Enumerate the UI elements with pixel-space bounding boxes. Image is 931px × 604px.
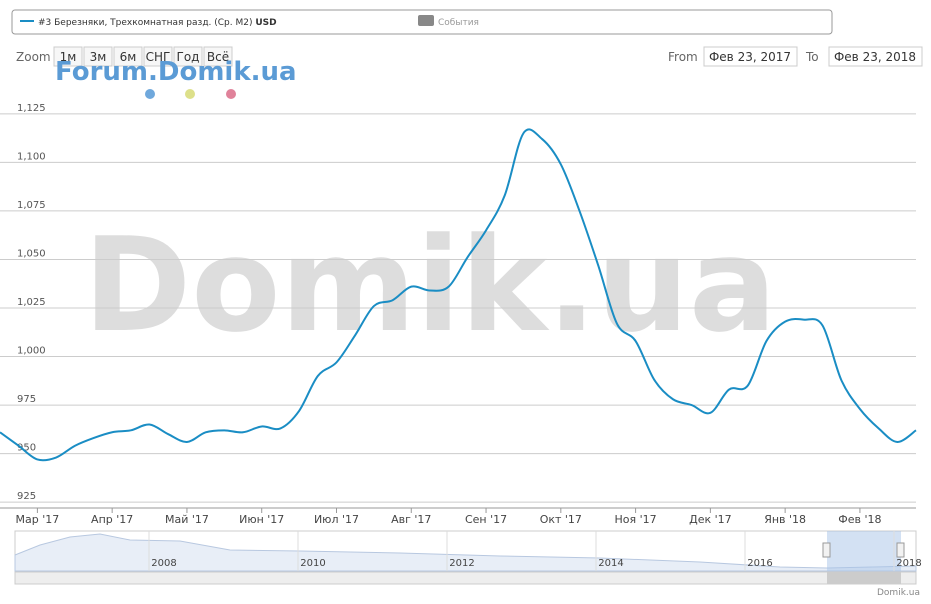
x-tick-label: Ноя '17	[615, 513, 657, 526]
credit[interactable]: Domik.ua	[877, 588, 920, 598]
scrollbar[interactable]	[14, 571, 917, 585]
x-tick-label: Июн '17	[239, 513, 284, 526]
zoom-button-label: 1м	[60, 50, 77, 64]
dot	[185, 89, 195, 99]
dot	[145, 89, 155, 99]
navigator-range[interactable]	[827, 531, 901, 571]
navigator-year: 2012	[449, 558, 474, 569]
from-label: From	[668, 50, 698, 64]
x-tick-label: Авг '17	[391, 513, 431, 526]
y-tick-label: 925	[17, 491, 36, 502]
navigator-year: 2016	[747, 558, 772, 569]
y-tick-label: 1,100	[17, 151, 46, 162]
x-tick-label: Июл '17	[314, 513, 359, 526]
watermark-big: Domik.ua	[83, 209, 776, 361]
navigator-year: 2014	[598, 558, 623, 569]
x-tick-label: Дек '17	[689, 513, 732, 526]
y-tick-label: 950	[17, 443, 36, 454]
zoom-button[interactable]	[83, 46, 113, 67]
y-tick-label: 1,050	[17, 248, 46, 259]
zoom-button-label: 3м	[90, 50, 107, 64]
navigator-handle[interactable]	[822, 542, 831, 558]
zoom-button[interactable]	[53, 46, 83, 67]
events-swatch	[418, 15, 434, 26]
zoom-button[interactable]	[143, 46, 173, 67]
y-tick-label: 1,075	[17, 200, 46, 211]
zoom-label: Zoom	[16, 50, 51, 64]
navigator-year: 2008	[151, 558, 176, 569]
x-tick-label: Май '17	[165, 513, 209, 526]
x-tick-label: Окт '17	[540, 513, 582, 526]
zoom-button-label: Год	[177, 50, 200, 64]
events-label[interactable]: События	[438, 18, 479, 28]
zoom-button-label: Всё	[207, 50, 229, 64]
watermark-small: Forum.Domik.ua	[55, 57, 297, 87]
y-tick-label: 1,025	[17, 297, 46, 308]
x-tick-label: Апр '17	[91, 513, 133, 526]
to-input[interactable]	[828, 46, 923, 67]
zoom-button[interactable]	[113, 46, 143, 67]
zoom-button-label: СНГ	[146, 50, 171, 64]
series-line	[0, 128, 917, 462]
to-label: To	[805, 50, 819, 64]
to-date: Фев 23, 2018	[834, 50, 916, 64]
x-tick-label: Фев '18	[838, 513, 881, 526]
from-date: Фев 23, 2017	[709, 50, 791, 64]
legend-unit: USD	[255, 18, 276, 28]
navigator-year: 2010	[300, 558, 325, 569]
scrollbar-thumb[interactable]	[827, 572, 901, 584]
legend-name: #3 Березняки, Трехкомнатная разд. (Ср. M…	[38, 18, 253, 28]
zoom-button[interactable]	[173, 46, 203, 67]
navigator-handle[interactable]	[896, 542, 905, 558]
y-tick-label: 975	[17, 394, 36, 405]
from-input[interactable]	[703, 46, 798, 67]
x-tick-label: Мар '17	[16, 513, 60, 526]
navigator-series	[14, 533, 917, 572]
y-tick-label: 1,125	[17, 103, 46, 114]
y-tick-label: 1,000	[17, 346, 46, 357]
x-tick-label: Янв '18	[764, 513, 806, 526]
dot	[226, 89, 236, 99]
navigator-year: 2018	[896, 558, 921, 569]
zoom-button[interactable]	[203, 46, 233, 67]
x-tick-label: Сен '17	[465, 513, 507, 526]
legend-item[interactable]: #3 Березняки, Трехкомнатная разд. (Ср. M…	[38, 18, 277, 28]
zoom-button-label: 6м	[120, 50, 137, 64]
